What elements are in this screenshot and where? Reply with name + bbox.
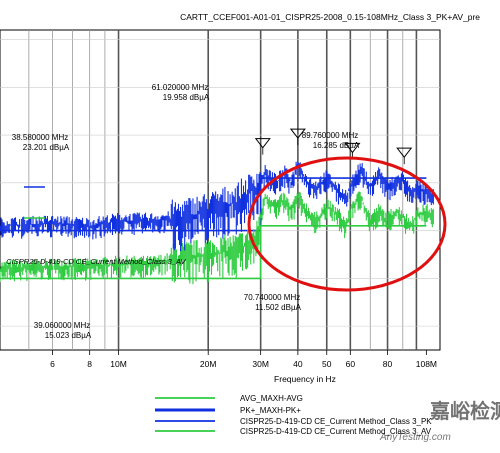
x-tick-label: 10M bbox=[110, 359, 127, 369]
legend-label: AVG_MAXH-AVG bbox=[240, 394, 303, 403]
annotation-line: 23.201 dBµA bbox=[23, 143, 70, 152]
x-axis-label: Frequency in Hz bbox=[274, 374, 336, 384]
watermark-text: 嘉峪检测网 bbox=[429, 399, 500, 423]
annotation-line: 39.060000 MHz bbox=[34, 321, 90, 330]
trace-avg bbox=[0, 191, 434, 285]
x-tick-label: 80 bbox=[383, 359, 393, 369]
annotation-line: 38.580000 MHz bbox=[12, 133, 68, 142]
x-tick-label: 108M bbox=[416, 359, 437, 369]
x-tick-label: 30M bbox=[252, 359, 269, 369]
annotation-line: 89.760000 MHz bbox=[302, 131, 358, 140]
legend: AVG_MAXH-AVG PK+_MAXH-PK+ CISPR25-D-419-CD… bbox=[155, 394, 432, 436]
x-tick-label: 40 bbox=[293, 359, 303, 369]
trace-peak bbox=[0, 161, 434, 252]
peak-marker bbox=[344, 142, 361, 154]
legend-label: CISPR25-D-419-CD CE_Current Method_Class… bbox=[240, 417, 432, 426]
annotation-line: 15.023 dBµA bbox=[45, 331, 92, 340]
trace-group bbox=[0, 161, 434, 285]
x-tick-label: 60 bbox=[346, 359, 356, 369]
x-tick-label: 20M bbox=[200, 359, 217, 369]
watermark: 嘉峪检测网 AnyTesting.com bbox=[379, 399, 500, 443]
limit-line bbox=[0, 177, 427, 232]
peak-marker bbox=[289, 128, 306, 139]
inline-limit-label: CISPR25-D-419-CD CE_Current Method_Class… bbox=[6, 257, 186, 266]
chart-title: CARTT_CCEF001-A01-01_CISPR25-2008_0.15-1… bbox=[180, 12, 480, 22]
annotation-line: 16.285 dBµA bbox=[313, 141, 360, 150]
peak-marker bbox=[254, 138, 271, 149]
x-tick-label: 6 bbox=[50, 359, 55, 369]
annotation-line: 70.740000 MHz bbox=[244, 293, 300, 302]
x-tick-label: 50 bbox=[322, 359, 332, 369]
peak-marker bbox=[396, 147, 413, 158]
plot-area: CISPR25-D-419-CD CE_Current Method_Class… bbox=[0, 29, 447, 351]
annotation-line: 61.020000 MHz bbox=[152, 83, 208, 92]
plot-frame bbox=[0, 29, 441, 351]
x-axis-ticks: 6 8 10M 20M 30M 40 50 60 80 108M bbox=[50, 350, 437, 369]
x-tick-label: 8 bbox=[87, 359, 92, 369]
annotation-line: 11.502 dBµA bbox=[255, 303, 301, 312]
watermark-subtext: AnyTesting.com bbox=[379, 432, 451, 443]
highlight-ellipse bbox=[247, 156, 447, 292]
legend-label: PK+_MAXH-PK+ bbox=[240, 406, 301, 415]
peak-markers bbox=[254, 128, 413, 165]
legend-label: CISPR25-D-419-CD CE_Current Method_Class… bbox=[240, 427, 432, 436]
annotation-line: 19.958 dBµA bbox=[163, 93, 210, 102]
